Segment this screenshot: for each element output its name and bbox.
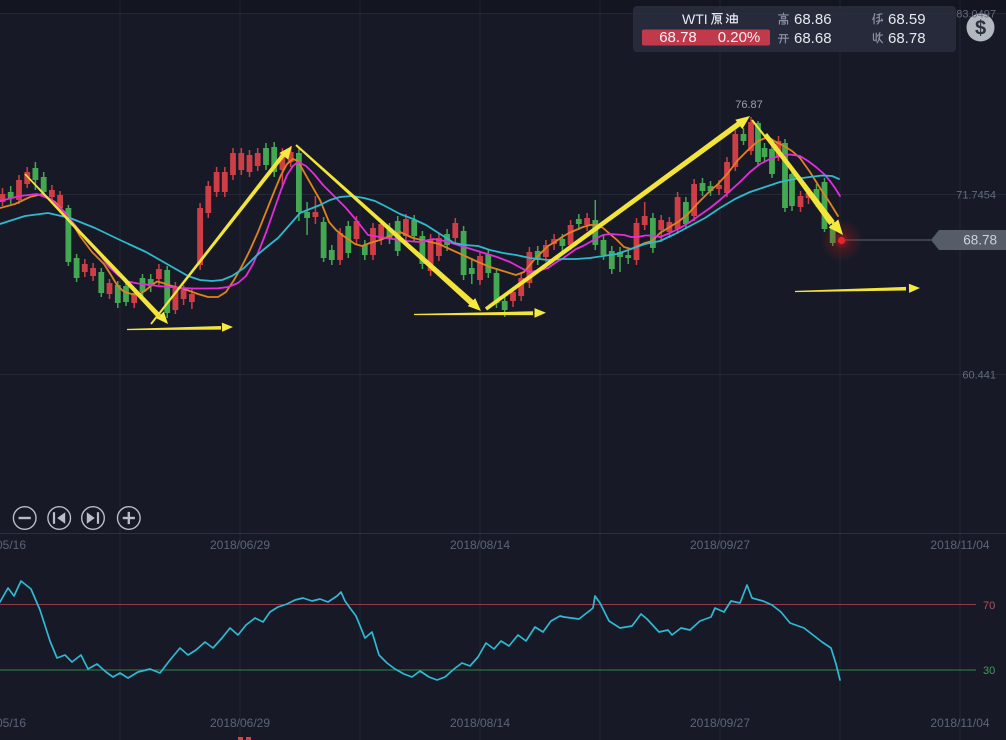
svg-text:71.7454: 71.7454: [956, 190, 996, 202]
svg-text:68.78: 68.78: [963, 233, 997, 248]
svg-text:2018/11/04: 2018/11/04: [930, 716, 989, 730]
svg-text:0.20%: 0.20%: [718, 29, 761, 46]
svg-text:68.78: 68.78: [659, 29, 697, 46]
svg-text:68.68: 68.68: [794, 30, 832, 47]
svg-text:2018/11/04: 2018/11/04: [930, 538, 989, 552]
svg-text:05/16: 05/16: [0, 716, 26, 730]
svg-text:83.0497: 83.0497: [956, 9, 996, 21]
svg-text:2018/08/14: 2018/08/14: [450, 538, 510, 552]
svg-text:2018/06/29: 2018/06/29: [210, 538, 270, 552]
svg-text:$: $: [975, 18, 986, 40]
svg-text:2018/08/14: 2018/08/14: [450, 716, 510, 730]
svg-text:68.78: 68.78: [888, 30, 926, 47]
svg-text:2018/09/27: 2018/09/27: [690, 538, 750, 552]
svg-text:05/16: 05/16: [0, 538, 26, 552]
svg-text:$: $: [975, 18, 986, 40]
svg-text:70: 70: [983, 600, 995, 612]
svg-text:68.59: 68.59: [888, 11, 926, 28]
svg-text:76.87: 76.87: [735, 99, 763, 111]
svg-text:60.441: 60.441: [962, 370, 996, 382]
svg-text:2018/09/27: 2018/09/27: [690, 716, 750, 730]
svg-text:68.86: 68.86: [794, 11, 832, 28]
svg-text:WTI: WTI: [682, 11, 708, 27]
svg-text:2018/06/29: 2018/06/29: [210, 716, 270, 730]
svg-text:30: 30: [983, 665, 995, 677]
